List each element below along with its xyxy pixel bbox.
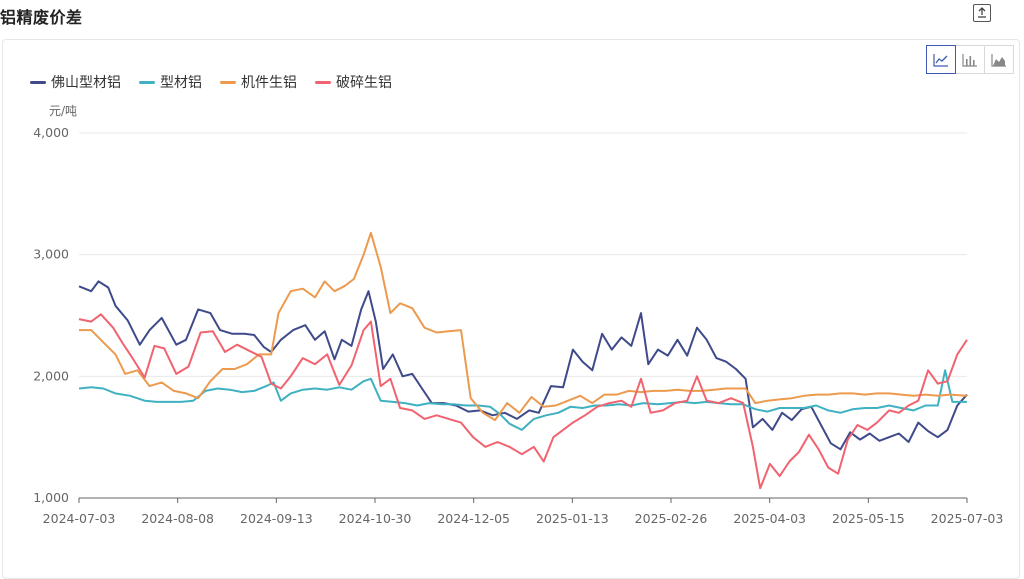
legend-item-foshan-profile-aluminum[interactable]: 佛山型材铝	[30, 72, 121, 92]
export-icon	[978, 7, 986, 18]
page-title: 铝精废价差	[0, 8, 83, 27]
x-tick-label: 2024-10-30	[339, 511, 412, 526]
x-tick-label: 2025-07-03	[931, 511, 1004, 526]
bar-chart-icon	[962, 53, 977, 67]
y-tick-label: 3,000	[33, 247, 69, 262]
x-tick-label: 2025-01-13	[536, 511, 609, 526]
legend-swatch	[30, 80, 46, 84]
legend-label: 型材铝	[160, 75, 202, 91]
legend-label: 机件生铝	[241, 75, 297, 91]
x-tick-label: 2024-12-05	[437, 511, 510, 526]
legend-label: 破碎生铝	[336, 75, 392, 91]
y-axis-unit: 元/吨	[49, 104, 78, 118]
y-tick-label: 2,000	[33, 368, 69, 383]
area-chart-button[interactable]	[984, 45, 1014, 74]
legend-item-machine-scrap-aluminum[interactable]: 机件生铝	[220, 72, 297, 92]
x-tick-label: 2025-05-15	[832, 511, 905, 526]
x-tick-label: 2024-07-03	[43, 511, 116, 526]
x-tick-label: 2024-08-08	[141, 511, 214, 526]
x-tick-label: 2024-09-13	[240, 511, 313, 526]
line-chart-button[interactable]	[926, 45, 956, 74]
legend-label: 佛山型材铝	[51, 75, 121, 91]
series-line-1	[78, 369, 967, 431]
chart-legend: 佛山型材铝 型材铝 机件生铝 破碎生铝	[30, 72, 392, 92]
chart-type-switcher	[926, 45, 1014, 74]
series-line-3	[78, 313, 968, 490]
legend-swatch	[139, 80, 155, 84]
chart-card	[2, 39, 1020, 579]
x-tick-label: 2025-02-26	[635, 511, 708, 526]
legend-swatch	[315, 80, 331, 84]
line-chart-icon	[933, 53, 948, 67]
legend-swatch	[220, 80, 236, 84]
y-tick-label: 4,000	[33, 125, 69, 140]
legend-item-profile-aluminum[interactable]: 型材铝	[139, 72, 202, 92]
y-tick-label: 1,000	[33, 490, 69, 505]
x-tick-label: 2025-04-03	[733, 511, 806, 526]
export-button[interactable]	[973, 4, 991, 22]
series-line-2	[79, 231, 968, 422]
series-line-0	[78, 280, 968, 451]
legend-item-shredded-scrap-aluminum[interactable]: 破碎生铝	[315, 72, 392, 92]
area-chart-icon	[991, 53, 1006, 67]
